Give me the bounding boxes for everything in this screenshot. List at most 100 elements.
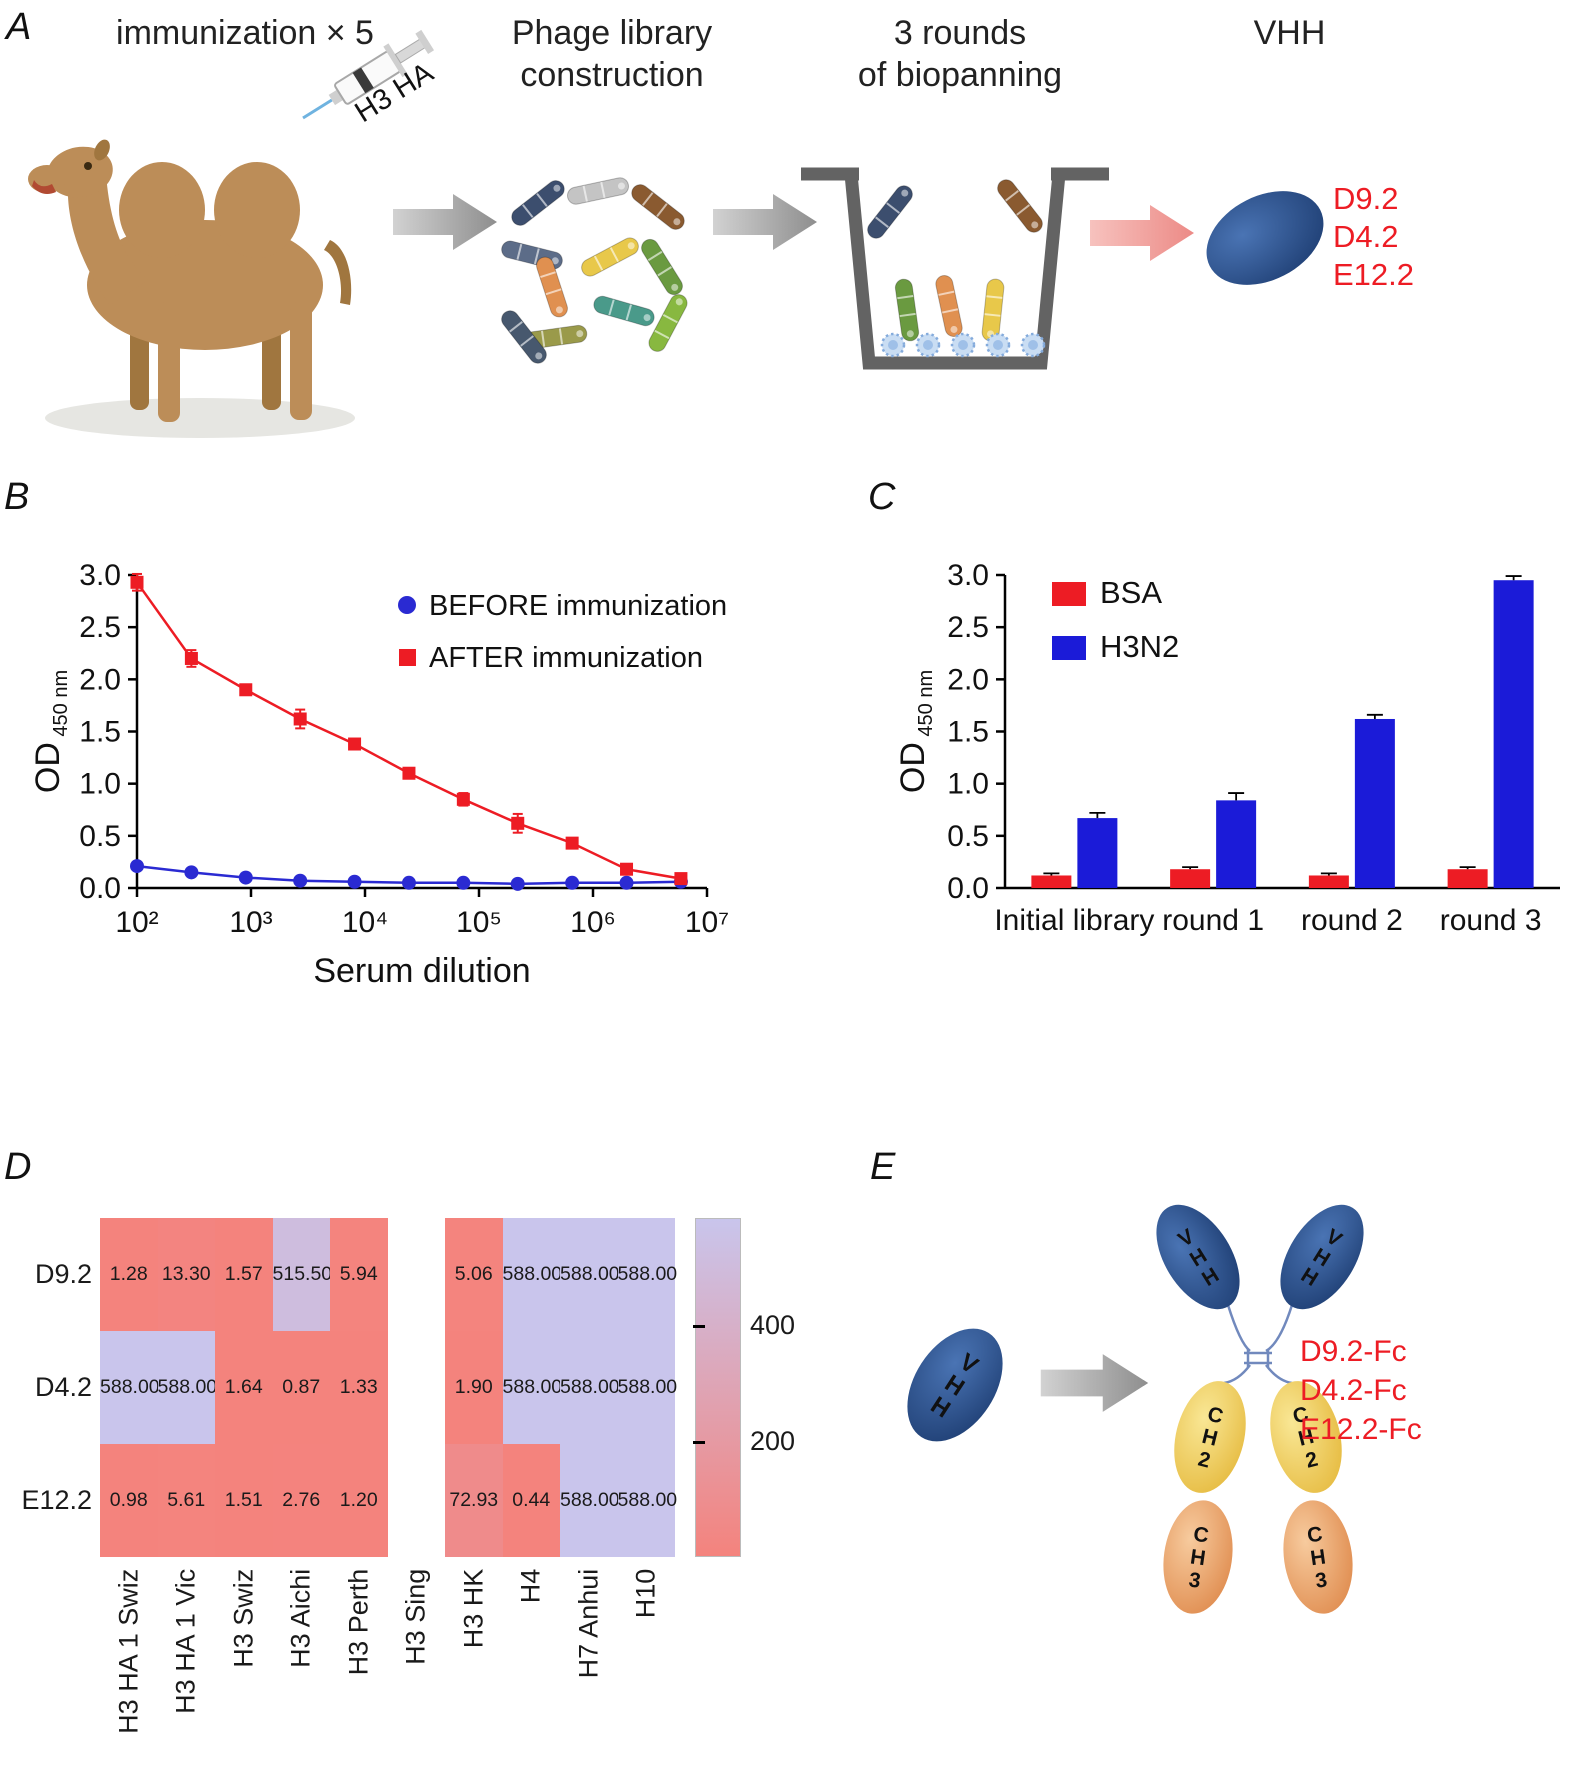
heatmap-cell: 0.98 — [100, 1444, 158, 1557]
fc-fusion-labels: D9.2-Fc D4.2-Fc E12.2-Fc — [1300, 1332, 1422, 1449]
heatmap-row-label: D4.2 — [34, 1372, 92, 1402]
phage-icon — [641, 238, 683, 296]
y-axis: 0.0 0.5 1.0 1.5 2.0 2.5 3.0 — [947, 559, 1007, 905]
panel-b-serum-titer: B 0.0 0.5 1.0 1.5 2.0 2.5 3.0 OD 450 nm 10² 10³ 10… — [0, 470, 860, 1040]
panel-d-label: D — [4, 1146, 32, 1188]
heatmap-cell: 1.33 — [330, 1331, 388, 1444]
svg-text:3.0: 3.0 — [79, 559, 121, 592]
panel-c-label: C — [868, 476, 896, 518]
bar-h3n2 — [1077, 818, 1118, 888]
bar-bsa — [1308, 875, 1349, 888]
phage-icon — [524, 324, 588, 350]
colorbar-tick — [693, 1325, 705, 1329]
bar-group — [1170, 792, 1257, 888]
step-immunization-title: immunization × 5 — [116, 14, 374, 52]
heatmap-cell: 72.93 — [445, 1444, 503, 1557]
selected-clone-labels: D9.2 D4.2 E12.2 — [1333, 180, 1414, 294]
virus-icon — [915, 332, 941, 358]
phage-icon — [581, 237, 639, 277]
heatmap-cell: 5.94 — [330, 1218, 388, 1331]
phage-library-illustration — [501, 177, 688, 364]
panel-b-label: B — [4, 476, 30, 518]
vhh-domain-icon — [1156, 1204, 1240, 1310]
heatmap-cell: 1.90 — [445, 1331, 503, 1444]
heatmap-column-label: H3 Perth — [343, 1569, 373, 1676]
clone-label: E12.2 — [1333, 257, 1415, 292]
single-vhh-icon: VHH — [907, 1328, 1003, 1442]
fc-label: E12.2-Fc — [1300, 1413, 1422, 1446]
svg-text:2.5: 2.5 — [79, 611, 121, 644]
virus-icon — [1020, 332, 1046, 358]
fc-label: D4.2-Fc — [1300, 1374, 1407, 1407]
phage-icon — [981, 278, 1005, 342]
svg-text:10²: 10² — [115, 906, 158, 939]
clone-label: D4.2 — [1333, 219, 1399, 254]
syringe-icon: H3 HA — [302, 29, 439, 129]
y-axis: 0.0 0.5 1.0 1.5 2.0 2.5 3.0 — [79, 559, 139, 905]
heatmap-column-label: H4 — [515, 1569, 546, 1604]
heatmap-cell: 588.00 — [617, 1331, 677, 1444]
y-axis-label: OD 450 nm — [29, 670, 72, 793]
panel-c-biopanning-enrichment: C 0.0 0.5 1.0 1.5 2.0 2.5 3.0 OD 450 nm Initial … — [860, 470, 1583, 1040]
heatmap-cell: 13.30 — [157, 1218, 215, 1331]
heatmap-cell: 1.51 — [215, 1444, 273, 1557]
svg-text:1.0: 1.0 — [79, 768, 121, 801]
phage-icon — [566, 177, 630, 205]
category-label: round 3 — [1440, 904, 1542, 937]
heatmap-cell: 0.44 — [502, 1444, 560, 1557]
workflow-arrow-icon — [393, 194, 497, 250]
svg-text:10⁴: 10⁴ — [342, 906, 388, 939]
x-axis-label: Serum dilution — [313, 952, 530, 990]
svg-text:10³: 10³ — [229, 906, 272, 939]
panel-d-cross-reactivity: D D9.2 1.28 13.30 1.57 515.50 5.94 5.06 588.00 5… — [0, 1140, 860, 1770]
panel-a-workflow: A immunization × 5 Phage library constru… — [0, 0, 1583, 470]
svg-text:0.0: 0.0 — [947, 872, 989, 905]
phage-icon — [593, 295, 655, 327]
vhh-domain-icon — [1280, 1204, 1364, 1310]
svg-text:2.5: 2.5 — [947, 611, 989, 644]
heatmap-cell: 5.06 — [445, 1218, 503, 1331]
heatmap-cell: 588.00 — [100, 1331, 160, 1444]
phage-icon — [935, 274, 963, 338]
heatmap-cell: 515.50 — [272, 1218, 332, 1331]
biopanning-well-illustration — [801, 167, 1109, 370]
fusion-arrow-icon — [1040, 1354, 1149, 1412]
bar-group — [1447, 575, 1534, 888]
ch3-domain-icon — [1283, 1500, 1353, 1614]
heatmap-cell: 588.00 — [617, 1218, 677, 1331]
camel-illustration — [28, 139, 355, 438]
bar-bsa — [1170, 869, 1211, 888]
domain-label: CH3 — [1306, 1523, 1329, 1593]
panel-e-label: E — [870, 1146, 896, 1188]
biopanning-well — [801, 167, 1109, 370]
legend: BSA H3N2 — [1052, 575, 1179, 664]
heatmap-cell: 588.00 — [502, 1218, 562, 1331]
y-axis-label: OD 450 nm — [894, 670, 937, 793]
svg-text:10⁶: 10⁶ — [570, 906, 616, 939]
heatmap-column-label: H3 HK — [458, 1569, 488, 1649]
svg-text:1.5: 1.5 — [947, 716, 989, 749]
svg-text:10⁵: 10⁵ — [456, 906, 502, 939]
svg-text:CH2: CH2 — [1194, 1403, 1225, 1474]
svg-text:CH2: CH2 — [1290, 1403, 1321, 1474]
heatmap-cell: 588.00 — [157, 1331, 217, 1444]
heatmap-column-label: H10 — [630, 1569, 661, 1619]
heatmap-cell: 1.20 — [330, 1444, 388, 1557]
step-biopanning-title: 3 rounds of biopanning — [857, 14, 1063, 94]
series-after — [130, 572, 688, 886]
heatmap-cell: 0.87 — [272, 1331, 330, 1444]
panel-e-fc-fusion: E VHH VHH VHH CH2 CH2 CH3 CH3 D9.2-Fc D4.2-F — [860, 1140, 1583, 1770]
svg-text:1.0: 1.0 — [947, 768, 989, 801]
svg-text:CH3: CH3 — [1186, 1523, 1211, 1593]
svg-text:2.0: 2.0 — [79, 663, 121, 696]
heatmap-cell: 588.00 — [560, 1218, 620, 1331]
virus-icon — [985, 332, 1011, 358]
step-phage-library-title: Phage library construction — [511, 14, 713, 94]
phage-icon — [536, 256, 568, 318]
domain-label: CH2 — [1290, 1403, 1321, 1474]
heatmap-cell: 588.00 — [560, 1444, 620, 1557]
heatmap-column-label: H7 Anhui — [573, 1569, 603, 1679]
ch3-domain-icon — [1163, 1500, 1233, 1614]
